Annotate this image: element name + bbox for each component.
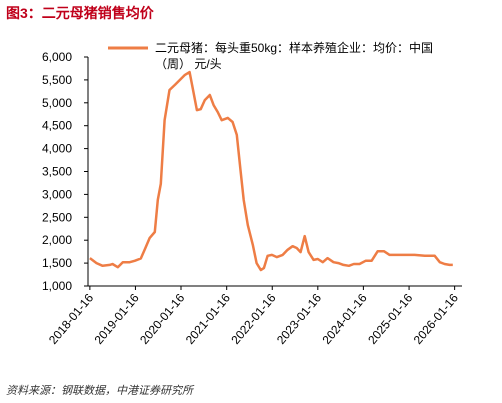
y-tick-label: 1,000 [42, 279, 72, 293]
x-tick-label: 2018-01-16 [46, 291, 96, 347]
y-tick-label: 4,000 [42, 142, 72, 156]
y-tick-label: 4,500 [42, 119, 72, 133]
x-tick-label: 2023-01-16 [274, 291, 324, 347]
y-tick-label: 6,000 [42, 50, 72, 64]
y-tick-label: 1,500 [42, 256, 72, 270]
x-tick-label: 2019-01-16 [92, 291, 142, 347]
y-tick-label: 5,500 [42, 73, 72, 87]
line-series [89, 70, 453, 272]
x-tick-label: 2020-01-16 [137, 291, 187, 347]
y-tick-label: 3,000 [42, 187, 72, 201]
x-tick-label: 2025-01-16 [365, 291, 415, 347]
source-note: 资料来源：钢联数据，中港证券研究所 [6, 385, 193, 397]
x-tick-label: 2024-01-16 [319, 291, 369, 347]
y-tick-label: 2,500 [42, 210, 72, 224]
x-tick-label: 2022-01-16 [228, 291, 278, 347]
legend-label: 二元母猪：每头重50kg：样本养殖企业：均价：中国（周） 元/头 [155, 41, 434, 71]
y-tick-label: 3,500 [42, 165, 72, 179]
y-tick-label: 5,000 [42, 96, 72, 110]
chart-title: 图3：二元母猪销售均价 [6, 5, 154, 21]
x-tick-label: 2026-01-16 [411, 291, 461, 347]
x-tick-label: 2021-01-16 [183, 291, 233, 347]
y-tick-label: 2,000 [42, 233, 72, 247]
